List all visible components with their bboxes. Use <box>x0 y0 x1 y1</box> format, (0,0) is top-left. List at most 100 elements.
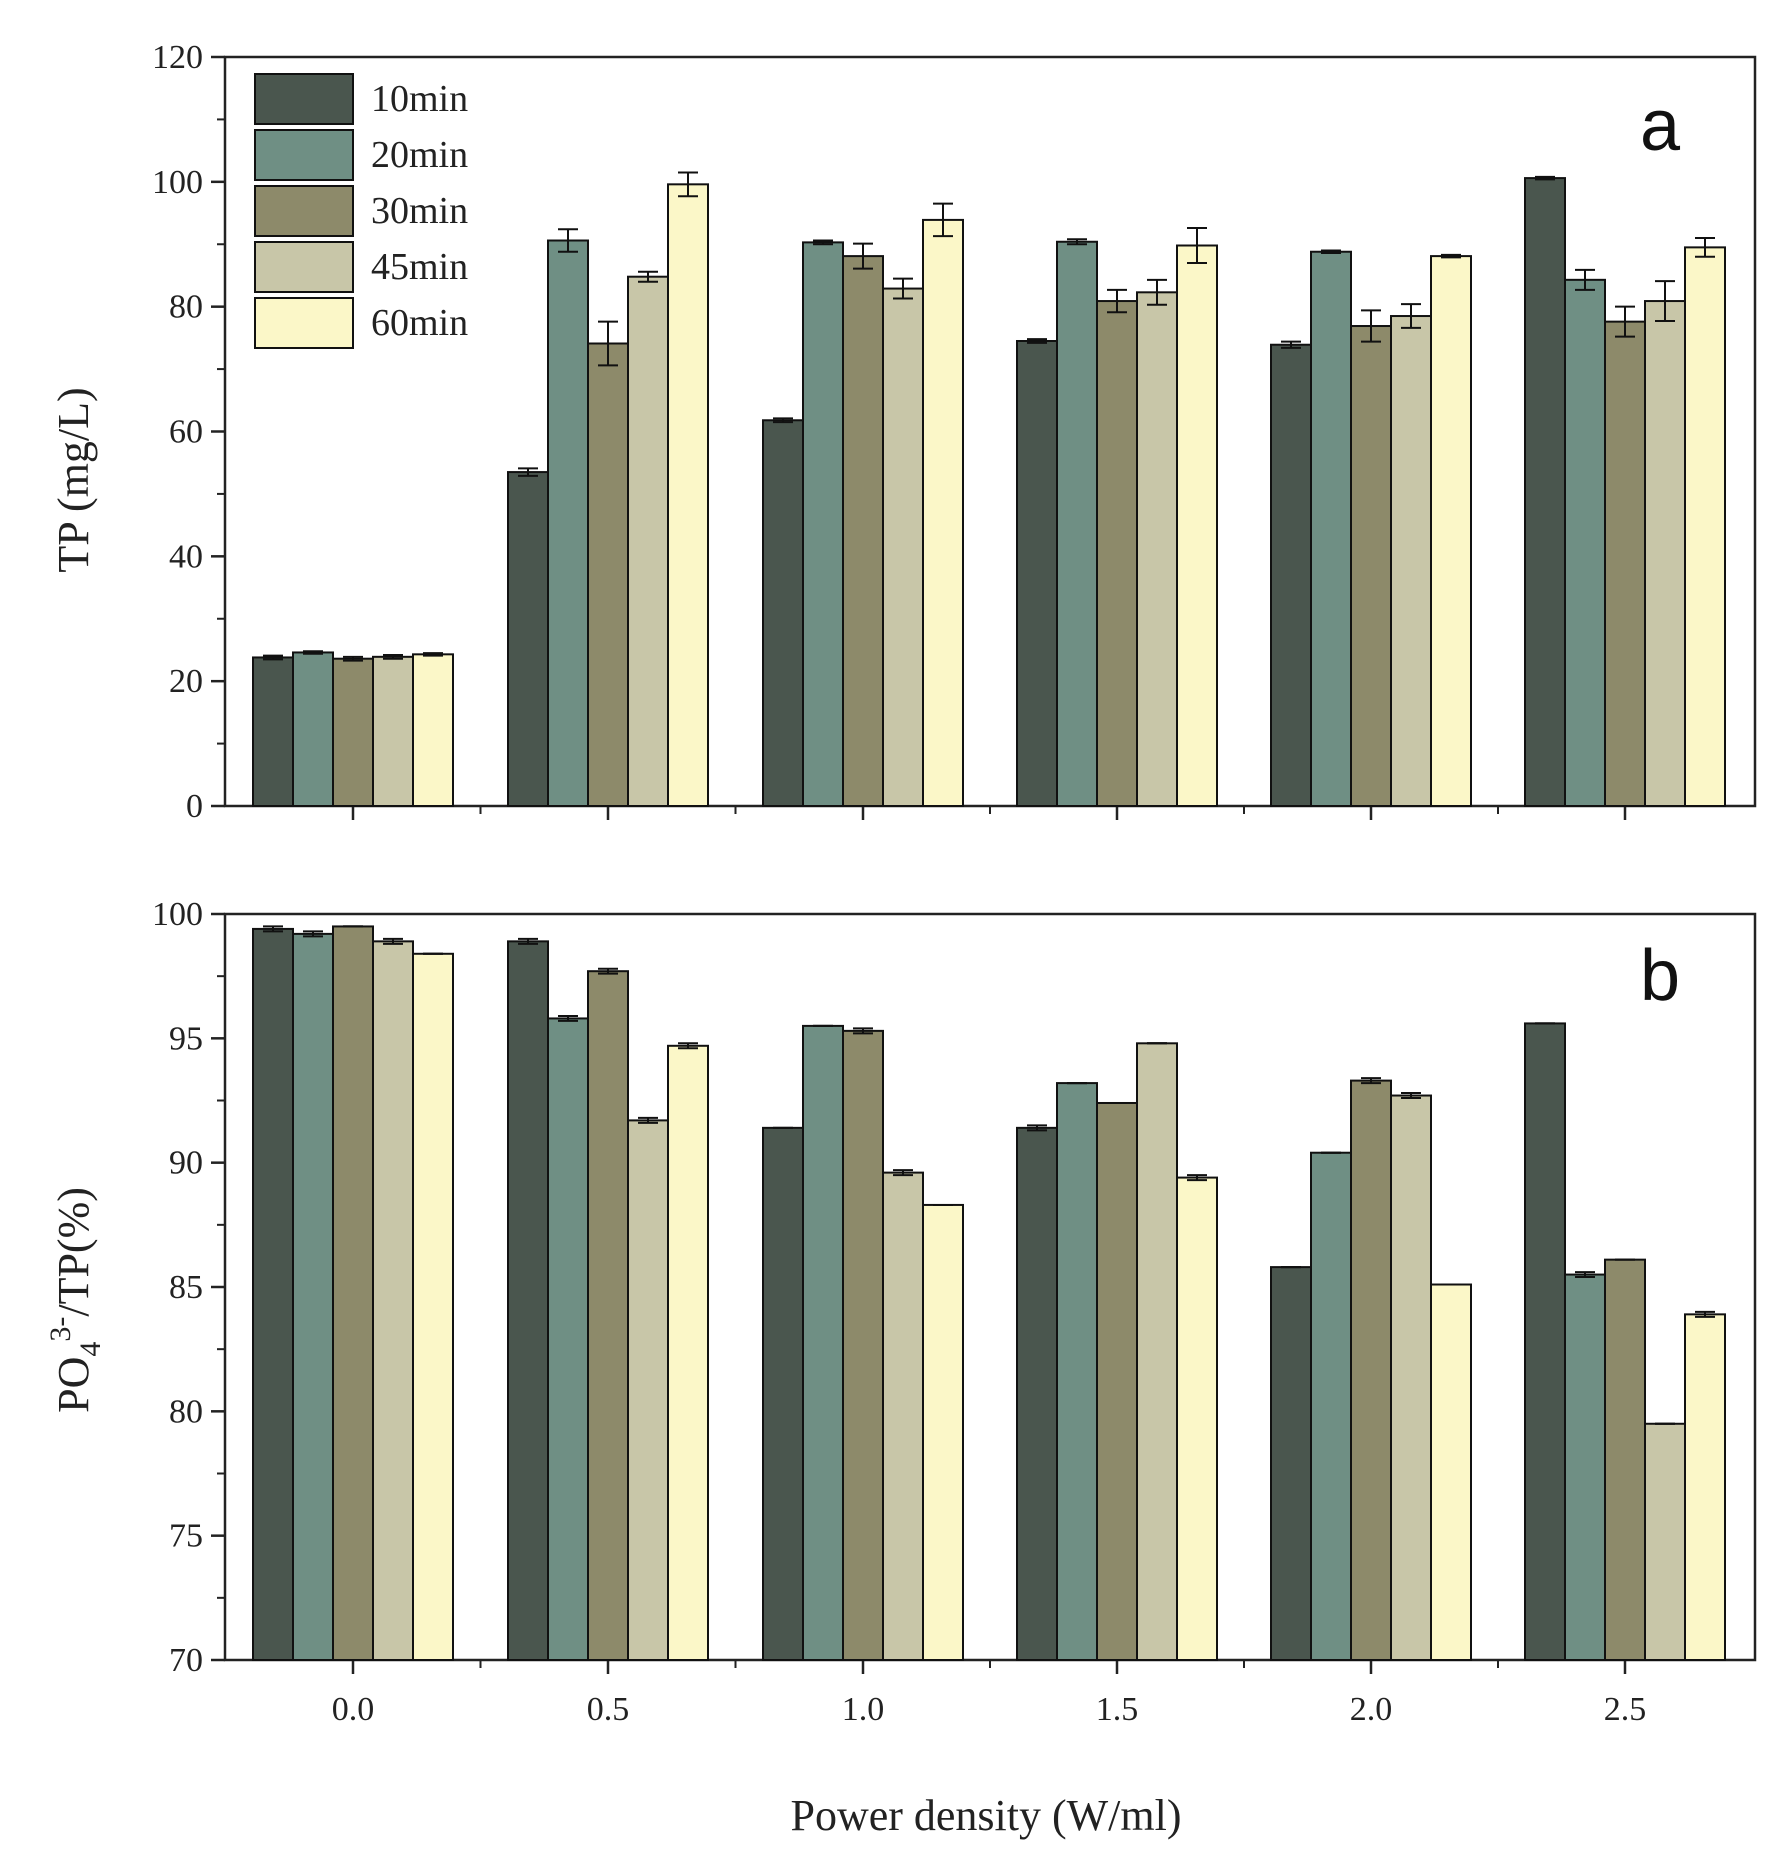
a-bar-60min-2.5 <box>1684 246 1726 807</box>
b-bar-30min-0.0 <box>332 925 374 1661</box>
b-bar-10min-1.5 <box>1016 1126 1058 1662</box>
panel-b-y-title-main: PO <box>49 1357 98 1413</box>
legend-label-20min: 20min <box>371 134 468 176</box>
b-bar-60min-1.0 <box>922 1203 964 1661</box>
b-bar-10min-0.0 <box>252 927 294 1661</box>
a-bar-30min-0.5 <box>587 342 629 807</box>
a-bar-60min-0.5 <box>667 183 709 807</box>
b-bar-45min-2.5 <box>1644 1422 1686 1662</box>
panel-a-label: a <box>1640 86 1681 166</box>
b-y-tick-label-5: 95 <box>169 1020 203 1057</box>
a-bar-20min-0.0 <box>292 651 334 808</box>
a-bar-20min-0.5 <box>547 239 589 807</box>
b-x-tick-label-4: 2.0 <box>1350 1691 1393 1728</box>
a-bar-60min-2.0 <box>1430 255 1472 807</box>
b-bar-45min-1.0 <box>882 1171 924 1661</box>
b-y-tick-label-1: 75 <box>169 1518 203 1555</box>
a-bar-10min-1.5 <box>1016 339 1058 807</box>
legend-label-10min: 10min <box>371 78 468 120</box>
a-bar-10min-0.0 <box>252 656 294 807</box>
a-bar-30min-2.5 <box>1604 320 1646 807</box>
a-y-tick-label-5: 100 <box>152 164 203 201</box>
a-bar-20min-2.5 <box>1564 278 1606 807</box>
a-bar-30min-0.0 <box>332 657 374 807</box>
b-bar-10min-2.0 <box>1270 1266 1312 1662</box>
panel-b: 70 75 80 85 90 95 100 0.0 0.5 1.0 1.5 2.0 2.5 <box>152 896 1757 1728</box>
a-bar-30min-2.0 <box>1350 325 1392 807</box>
a-bar-45min-1.5 <box>1136 291 1178 807</box>
b-x-tick-label-0: 0.0 <box>332 1691 375 1728</box>
panel-b-label: b <box>1640 936 1680 1016</box>
a-bar-30min-1.0 <box>842 255 884 807</box>
legend-label-45min: 45min <box>371 246 468 288</box>
panel-b-y-title-rest: /TP(%) <box>49 1187 98 1317</box>
a-bar-10min-2.0 <box>1270 343 1312 807</box>
b-bar-45min-0.0 <box>372 940 414 1661</box>
legend-swatch-20min <box>254 129 354 181</box>
legend-swatch-45min <box>254 241 354 293</box>
b-bar-60min-2.5 <box>1684 1313 1726 1662</box>
a-bar-45min-1.0 <box>882 287 924 807</box>
b-y-tick-label-2: 80 <box>169 1393 203 1430</box>
legend-swatch-10min <box>254 73 354 125</box>
a-bar-60min-0.0 <box>412 653 454 808</box>
panel-a: 0 20 40 60 80 100 120 10min 20min 30min 45min 60min <box>152 39 1757 825</box>
a-y-tick-label-3: 60 <box>169 414 203 451</box>
a-bar-20min-2.0 <box>1310 250 1352 808</box>
b-x-tick-label-1: 0.5 <box>587 1691 630 1728</box>
a-bar-45min-0.5 <box>627 275 669 807</box>
b-bar-30min-2.5 <box>1604 1258 1646 1661</box>
a-bar-10min-1.0 <box>762 419 804 807</box>
legend-swatch-60min <box>254 297 354 349</box>
b-bar-60min-0.0 <box>412 952 454 1661</box>
b-bar-30min-1.5 <box>1096 1101 1138 1661</box>
panel-b-y-title-sup: 3- <box>44 1317 77 1342</box>
b-y-tick-label-6: 100 <box>152 896 203 933</box>
panel-b-y-title-sub: 4 <box>74 1342 107 1357</box>
b-bar-45min-0.5 <box>627 1119 669 1661</box>
b-x-tick-label-5: 2.5 <box>1604 1691 1647 1728</box>
a-y-tick-label-6: 120 <box>152 39 203 76</box>
a-y-tick-label-4: 80 <box>169 289 203 326</box>
b-bar-60min-2.0 <box>1430 1283 1472 1661</box>
b-bar-10min-2.5 <box>1524 1022 1566 1661</box>
a-bar-45min-0.0 <box>372 655 414 807</box>
b-bar-20min-2.0 <box>1310 1151 1352 1661</box>
a-bar-20min-1.0 <box>802 241 844 807</box>
b-y-tick-label-0: 70 <box>169 1642 203 1679</box>
b-bar-20min-2.5 <box>1564 1273 1606 1661</box>
b-bar-20min-1.0 <box>802 1024 844 1661</box>
x-axis-title: Power density (W/ml) <box>790 1791 1181 1840</box>
legend-label-60min: 60min <box>371 302 468 344</box>
a-bar-30min-1.5 <box>1096 300 1138 807</box>
a-bar-20min-1.5 <box>1056 240 1098 807</box>
b-x-tick-label-2: 1.0 <box>842 1691 885 1728</box>
a-y-tick-label-2: 40 <box>169 538 203 575</box>
b-bar-30min-1.0 <box>842 1029 884 1661</box>
b-bar-10min-1.0 <box>762 1126 804 1662</box>
a-bar-45min-2.0 <box>1390 315 1432 807</box>
legend-swatch-30min <box>254 185 354 237</box>
b-bar-20min-1.5 <box>1056 1082 1098 1662</box>
a-bar-10min-0.5 <box>507 471 549 807</box>
b-y-tick-label-3: 85 <box>169 1269 203 1306</box>
a-bar-60min-1.0 <box>922 218 964 808</box>
b-bar-60min-1.5 <box>1176 1176 1218 1661</box>
b-y-tick-label-4: 90 <box>169 1145 203 1182</box>
b-bar-45min-1.5 <box>1136 1042 1178 1661</box>
legend-label-30min: 30min <box>371 190 468 232</box>
b-bar-20min-0.0 <box>292 932 334 1661</box>
a-bar-45min-2.5 <box>1644 300 1686 807</box>
a-bar-10min-2.5 <box>1524 177 1566 808</box>
b-x-tick-label-3: 1.5 <box>1096 1691 1139 1728</box>
panel-a-y-axis-title: TP (mg/L) <box>49 387 98 572</box>
a-y-tick-label-0: 0 <box>186 788 203 825</box>
b-bar-20min-0.5 <box>547 1017 589 1661</box>
panel-b-y-axis-title: PO43-/TP(%) <box>44 1187 107 1413</box>
b-bar-30min-2.0 <box>1350 1079 1392 1661</box>
b-bar-45min-2.0 <box>1390 1094 1432 1661</box>
b-bar-30min-0.5 <box>587 970 629 1661</box>
b-bar-60min-0.5 <box>667 1044 709 1661</box>
b-bar-10min-0.5 <box>507 940 549 1661</box>
